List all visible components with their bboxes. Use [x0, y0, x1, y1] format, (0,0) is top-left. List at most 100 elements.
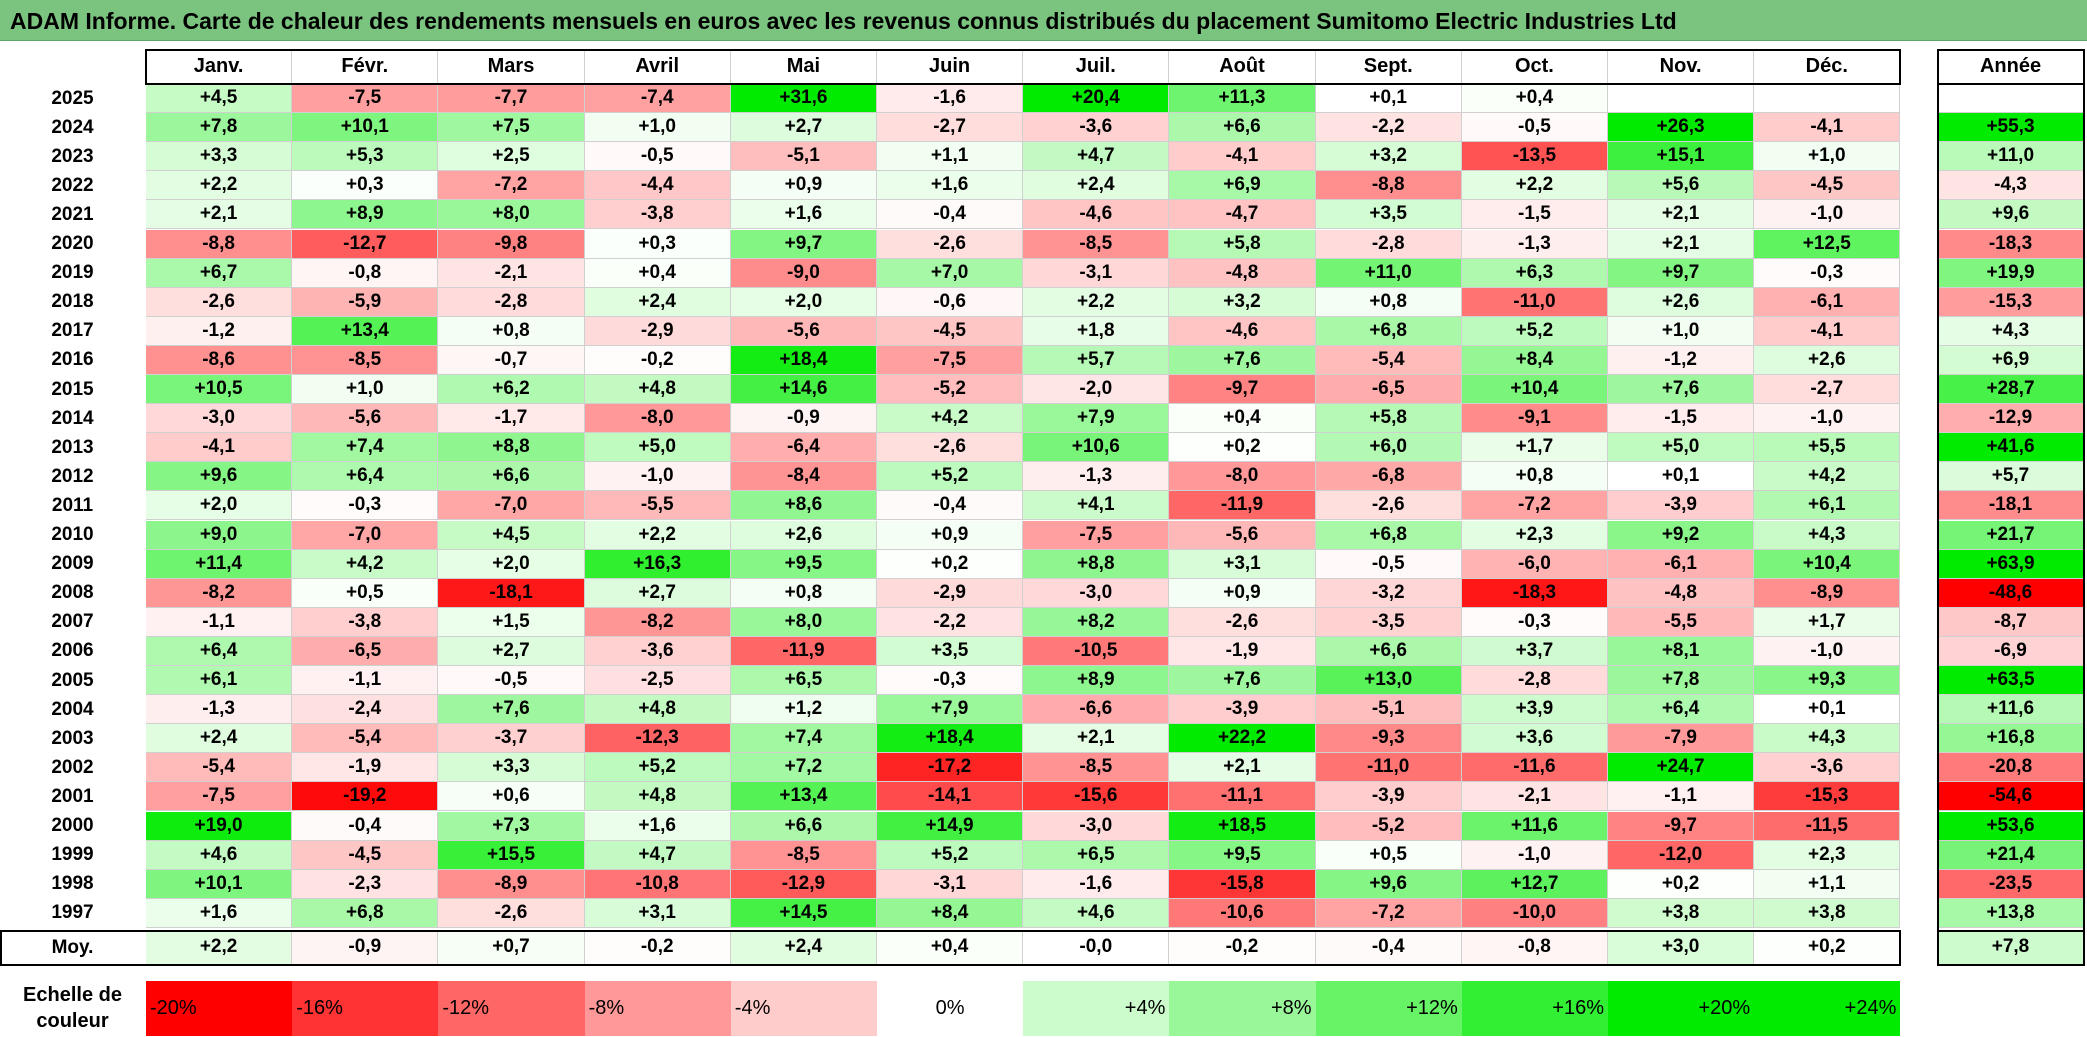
year-label: 2005: [51, 669, 94, 691]
heatmap-cell: +0,5: [1315, 840, 1462, 870]
average-cell: +2,2: [146, 930, 293, 965]
heatmap-cell: +6,4: [146, 636, 293, 666]
month-header: Mai: [730, 50, 877, 84]
average-cell: +3,0: [1608, 930, 1755, 965]
month-header: Nov.: [1608, 50, 1755, 84]
heatmap-cell: -9,0: [730, 258, 877, 288]
heatmap-cell: +2,7: [730, 113, 877, 143]
year-label: 1998: [51, 873, 94, 895]
year-label: 2002: [51, 756, 94, 778]
heatmap-cell: +2,1: [146, 200, 293, 230]
heatmap-cell: +1,6: [730, 200, 877, 230]
heatmap-cell: +2,1: [1608, 200, 1755, 230]
heatmap-cell: -8,9: [1754, 578, 1901, 608]
heatmap-cell: -5,6: [292, 404, 439, 434]
heatmap-cell: +7,6: [438, 695, 585, 725]
heatmap-cell: -3,0: [1023, 811, 1170, 841]
heatmap-cell: +9,6: [1315, 869, 1462, 899]
month-header: Août: [1169, 50, 1316, 84]
heatmap-cell: +6,0: [1315, 433, 1462, 463]
heatmap-cell: +6,6: [1315, 636, 1462, 666]
annual-cell: +11,0: [1938, 142, 2084, 172]
year-label: 2012: [51, 465, 94, 487]
heatmap-cell: -3,5: [1315, 607, 1462, 637]
heatmap-cell: -7,7: [438, 84, 585, 114]
heatmap-cell: +3,8: [1754, 898, 1901, 928]
heatmap-cell: +0,2: [1169, 433, 1316, 463]
heatmap-cell: +8,9: [1023, 666, 1170, 696]
heatmap-cell: +26,3: [1608, 113, 1755, 143]
scale-swatch: -12%: [438, 981, 585, 1036]
heatmap-cell: +3,1: [584, 898, 731, 928]
heatmap-cell: +4,3: [1754, 520, 1901, 550]
heatmap-cell: -1,0: [1461, 840, 1608, 870]
month-header: Mars: [438, 50, 585, 84]
annual-cell: +16,8: [1938, 724, 2084, 754]
heatmap-cell: +8,8: [438, 433, 585, 463]
heatmap-cell: -10,6: [1169, 898, 1316, 928]
heatmap-cell: +7,6: [1169, 666, 1316, 696]
heatmap-cell: -1,5: [1461, 200, 1608, 230]
heatmap-cell: +9,7: [1608, 258, 1755, 288]
heatmap-cell: -1,0: [1754, 200, 1901, 230]
heatmap-cell: -2,6: [1315, 491, 1462, 521]
heatmap-cell: -5,5: [1608, 607, 1755, 637]
heatmap-cell: +2,6: [1608, 287, 1755, 317]
annual-cell: +19,9: [1938, 258, 2084, 288]
heatmap-cell: +5,2: [877, 840, 1024, 870]
heatmap-cell: +3,5: [877, 636, 1024, 666]
heatmap-cell: -4,1: [1754, 113, 1901, 143]
heatmap-cell: +12,5: [1754, 229, 1901, 259]
annual-cell: -8,7: [1938, 607, 2084, 637]
heatmap-cell: -11,1: [1169, 782, 1316, 812]
heatmap-cell: -0,8: [292, 258, 439, 288]
heatmap-cell: +7,9: [1023, 404, 1170, 434]
heatmap-cell: -19,2: [292, 782, 439, 812]
heatmap-cell: -7,2: [438, 171, 585, 201]
heatmap-cell: -11,9: [1169, 491, 1316, 521]
heatmap-cell: -8,5: [730, 840, 877, 870]
heatmap-cell: -2,7: [877, 113, 1024, 143]
heatmap-cell: +1,6: [146, 898, 293, 928]
scale-swatch: +16%: [1461, 981, 1608, 1036]
heatmap-cell: -5,4: [292, 724, 439, 754]
heatmap-cell: +9,2: [1608, 520, 1755, 550]
heatmap-cell: +24,7: [1608, 753, 1755, 783]
heatmap-cell: -1,9: [292, 753, 439, 783]
heatmap-cell: +1,8: [1023, 316, 1170, 346]
heatmap-cell: [1608, 84, 1755, 114]
year-label: 2003: [51, 727, 94, 749]
heatmap-cell: +9,0: [146, 520, 293, 550]
heatmap-cell: -5,6: [1169, 520, 1316, 550]
heatmap-cell: -1,3: [146, 695, 293, 725]
heatmap-cell: +1,0: [1754, 142, 1901, 172]
heatmap-cell: -1,3: [1461, 229, 1608, 259]
heatmap-cell: +4,8: [584, 375, 731, 405]
heatmap-cell: +5,8: [1315, 404, 1462, 434]
heatmap-cell: +0,3: [292, 171, 439, 201]
scale-swatch: -4%: [730, 981, 877, 1036]
heatmap-cell: +1,0: [1608, 316, 1755, 346]
heatmap-cell: +0,4: [1461, 84, 1608, 114]
scale-swatch: -8%: [584, 981, 731, 1036]
heatmap-cell: -11,6: [1461, 753, 1608, 783]
annual-cell: -4,3: [1938, 171, 2084, 201]
annual-cell: +63,9: [1938, 549, 2084, 579]
heatmap-cell: -1,2: [1608, 345, 1755, 375]
heatmap-cell: -0,6: [877, 287, 1024, 317]
heatmap-cell: -7,0: [292, 520, 439, 550]
heatmap-cell: +5,2: [1461, 316, 1608, 346]
heatmap-cell: -2,9: [877, 578, 1024, 608]
heatmap-cell: +7,4: [292, 433, 439, 463]
heatmap-cell: +14,5: [730, 898, 877, 928]
heatmap-cell: -11,0: [1461, 287, 1608, 317]
heatmap-cell: +7,3: [438, 811, 585, 841]
heatmap-cell: -9,1: [1461, 404, 1608, 434]
heatmap-cell: +9,6: [146, 462, 293, 492]
heatmap-cell: +2,1: [1023, 724, 1170, 754]
heatmap-cell: +8,8: [1023, 549, 1170, 579]
heatmap-cell: -10,0: [1461, 898, 1608, 928]
heatmap-cell: -3,2: [1315, 578, 1462, 608]
heatmap-cell: -11,0: [1315, 753, 1462, 783]
heatmap-cell: -6,6: [1023, 695, 1170, 725]
